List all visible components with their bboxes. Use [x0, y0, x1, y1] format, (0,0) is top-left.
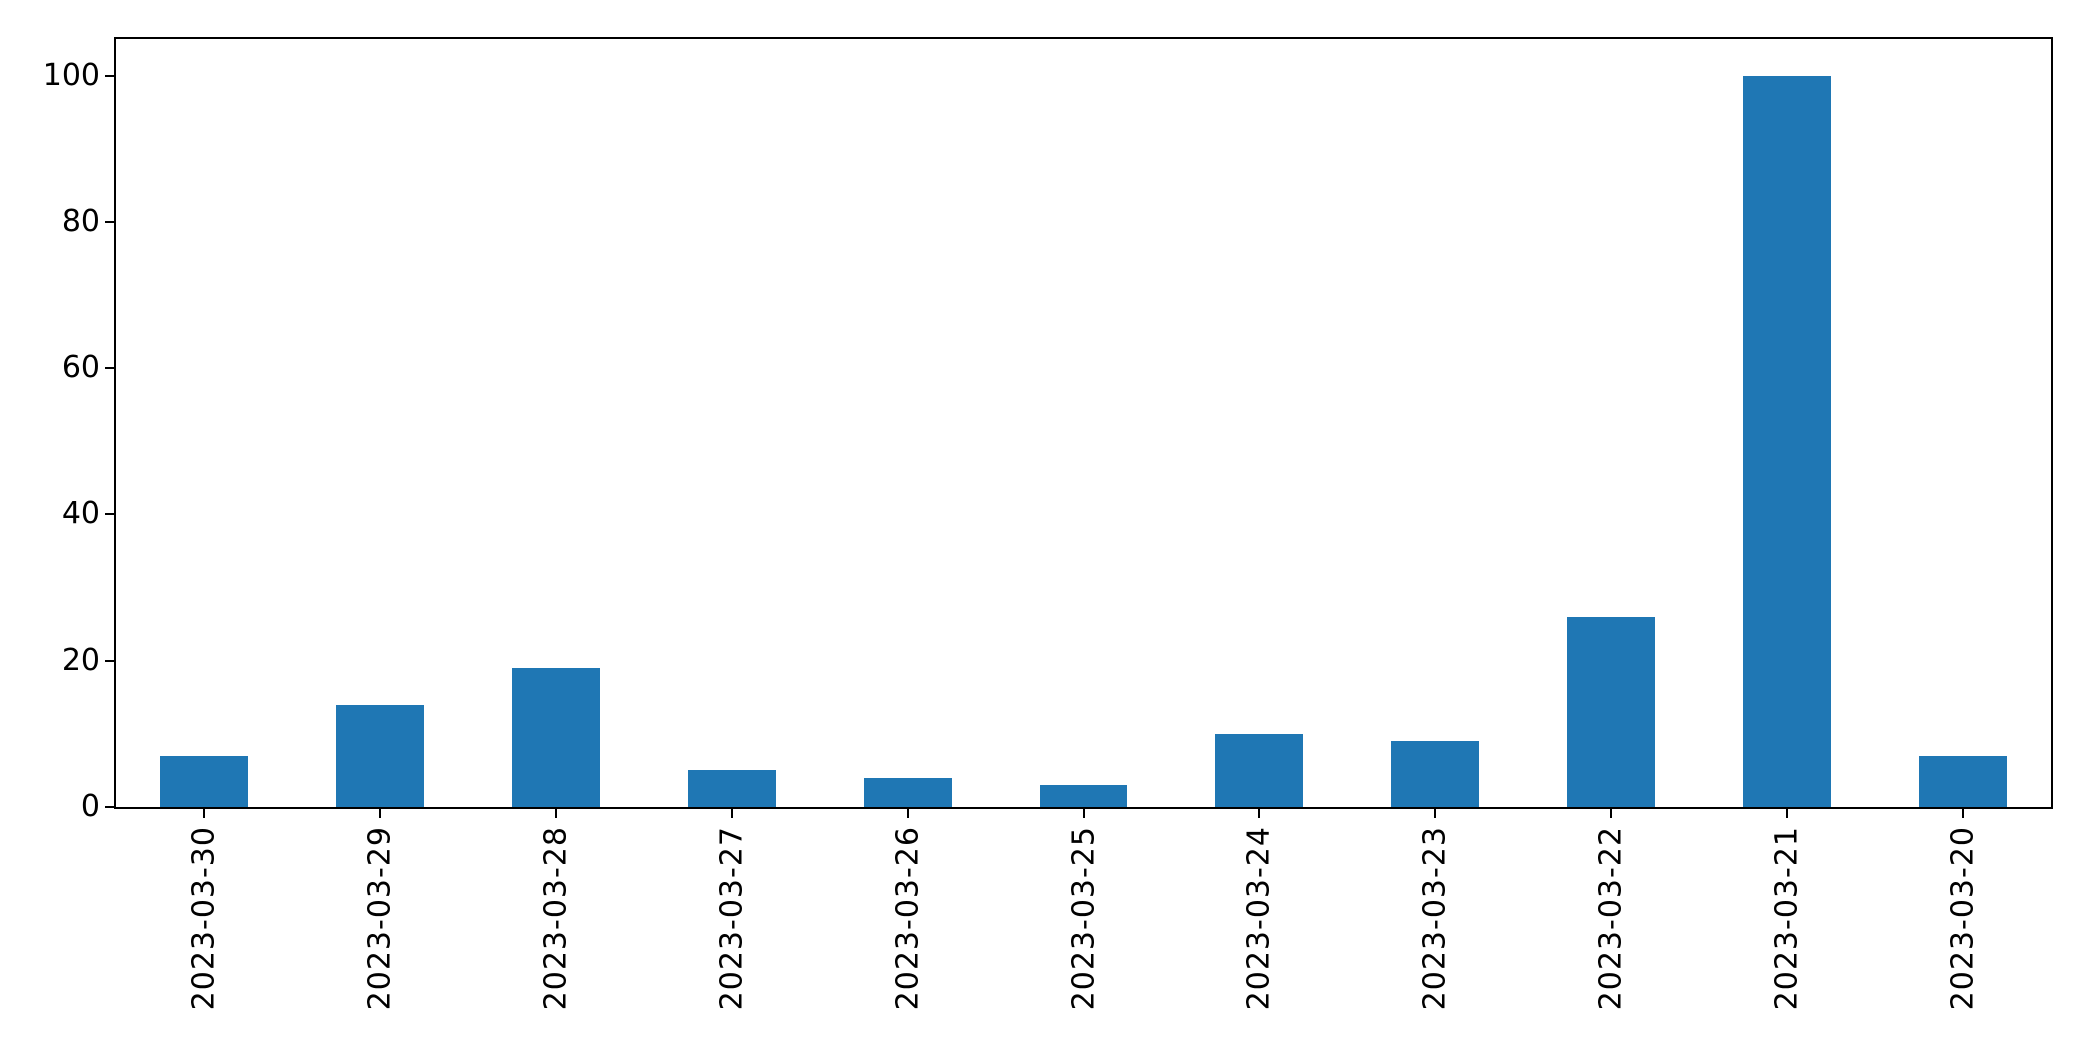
bar-2023-03-21: [1743, 75, 1832, 807]
bar-2023-03-30: [159, 755, 248, 807]
x-tick-label: 2023-03-20: [1945, 826, 1981, 1011]
x-tick-mark: [1082, 809, 1085, 818]
x-tick-mark: [378, 809, 381, 818]
x-tick-mark: [906, 809, 909, 818]
y-tick-mark: [105, 74, 114, 77]
x-tick-mark: [1786, 809, 1789, 818]
bar-2023-03-29: [335, 704, 424, 807]
y-tick-label: 100: [42, 57, 100, 93]
y-tick-label: 60: [61, 350, 100, 386]
bar-2023-03-20: [1919, 755, 2008, 807]
bar-2023-03-22: [1567, 616, 1656, 807]
bar-2023-03-25: [1039, 785, 1128, 807]
x-tick-label: 2023-03-27: [714, 826, 750, 1011]
y-tick-mark: [105, 806, 114, 808]
bar-2023-03-24: [1215, 733, 1304, 807]
x-tick-label: 2023-03-23: [1417, 826, 1453, 1011]
x-tick-mark: [730, 809, 733, 818]
y-tick-label: 0: [80, 789, 100, 824]
bar-2023-03-23: [1391, 741, 1480, 807]
x-tick-label: 2023-03-24: [1241, 826, 1277, 1011]
y-tick-label: 80: [61, 203, 100, 239]
x-tick-label: 2023-03-29: [362, 826, 398, 1011]
x-tick-mark: [202, 809, 205, 818]
x-tick-label: 2023-03-21: [1769, 826, 1805, 1011]
x-tick-mark: [1434, 809, 1437, 818]
y-tick-mark: [105, 513, 114, 516]
x-tick-mark: [1610, 809, 1613, 818]
x-tick-mark: [1258, 809, 1261, 818]
x-tick-label: 2023-03-25: [1066, 826, 1101, 1011]
bar-2023-03-28: [511, 668, 600, 807]
y-tick-label: 40: [61, 496, 100, 532]
bar-2023-03-26: [863, 777, 952, 807]
y-tick-mark: [105, 220, 114, 223]
x-tick-label: 2023-03-28: [538, 826, 574, 1011]
x-tick-label: 2023-03-22: [1593, 826, 1629, 1011]
y-tick-mark: [105, 367, 114, 370]
x-tick-mark: [554, 809, 557, 818]
bar-2023-03-27: [687, 770, 776, 807]
x-tick-label: 2023-03-26: [890, 826, 926, 1011]
y-tick-mark: [105, 659, 114, 662]
x-tick-label: 2023-03-30: [186, 826, 222, 1011]
x-tick-mark: [1962, 809, 1965, 818]
plot-area: [114, 37, 2053, 809]
y-tick-label: 20: [61, 642, 100, 678]
